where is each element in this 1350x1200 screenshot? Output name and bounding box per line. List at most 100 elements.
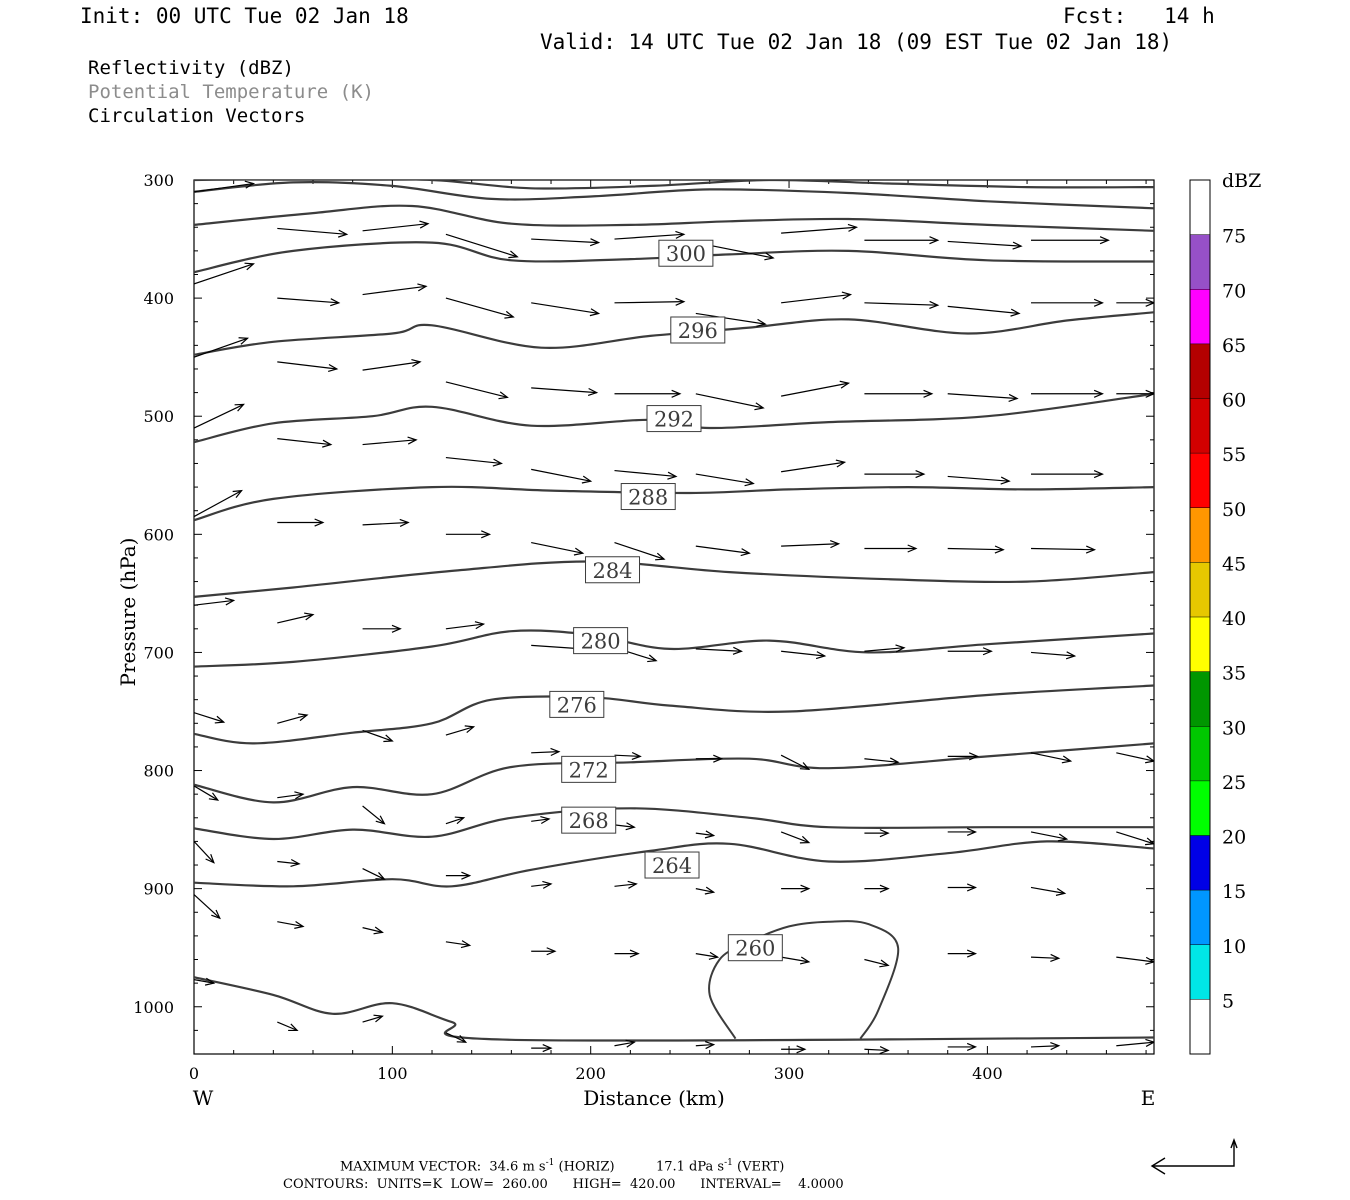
max-vector-vert: (VERT) [737,1159,785,1175]
circulation-vector [277,297,341,307]
circulation-vector [1031,545,1097,554]
theta-contour-288 [194,485,1154,522]
vector-shaft [194,490,242,518]
colorbar-segment [1190,944,1210,1000]
vector-shaft [445,297,514,318]
theta-contour-260-closed [708,920,900,1040]
circulation-vector [781,650,827,660]
circulation-vector [445,871,472,880]
colorbar-tick-label: 65 [1222,335,1246,357]
vector-shaft [277,438,331,446]
vector-shaft [1030,886,1065,894]
y-tick-label: 700 [143,643,174,662]
vector-shaft [1116,956,1154,963]
circulation-vector [781,459,847,473]
vector-shaft [695,312,766,325]
vector-head [244,180,256,189]
vector-head [391,624,402,633]
vector-head [625,822,636,831]
vector-shaft [1030,956,1059,959]
circulation-vector [781,223,859,234]
circulation-vector [614,297,686,306]
contour-label: 268 [561,806,617,834]
circulation-vector [614,389,682,398]
contour-label: 276 [549,690,605,718]
vector-head [994,545,1005,554]
reference-arrow-shaft [1152,1142,1235,1167]
vector-shaft [445,623,484,630]
y-tick-label: 300 [143,171,174,190]
y-tick-label: 800 [143,762,174,781]
x-axis-label: Distance (km) [583,1086,725,1110]
vector-shaft [1030,651,1075,657]
vector-head [744,478,755,487]
circulation-vector [614,822,636,831]
vector-shaft [695,473,754,485]
vector-head [1010,308,1021,317]
vector-head [589,308,601,317]
vector-shaft [445,1032,466,1043]
vector-shaft [194,840,215,864]
vector-shaft [277,1021,298,1031]
vector-shaft [445,817,464,825]
circulation-vector [531,947,557,956]
vector-head [550,747,561,757]
footer-max-vector: MAXIMUM VECTOR: 34.6 m s-1 (HORIZ) 17.1 … [340,1158,784,1174]
vector-head [504,310,515,319]
circulation-vector [864,236,940,245]
vector-shaft [695,888,714,893]
circulation-vector [277,438,333,448]
vector-head [204,977,216,986]
theta-contour-308 [194,181,1154,210]
contour-label-text: 272 [569,758,609,782]
circulation-vector [695,951,720,960]
vector-head [879,1046,890,1054]
colorbar-tick-label: 40 [1222,608,1246,630]
vector-head [411,359,422,368]
colorbar-segment [1190,835,1210,891]
vector-head [754,402,765,411]
circulation-vector [277,518,325,527]
reference-vector-arrow [1150,1138,1238,1175]
circulation-vector [947,883,978,892]
vector-shaft [362,805,385,825]
y-tick-label: 600 [143,525,174,544]
circulation-vector [864,829,890,838]
vector-head [322,439,333,448]
circulation-vector [864,300,940,309]
colorbar-segment [1190,180,1210,235]
circulation-vector [695,312,767,327]
circulation-vector [277,858,301,868]
vector-shaft [445,456,502,465]
contour-label-text: 296 [678,319,718,343]
vector-head [542,880,553,889]
vector-head [417,283,428,292]
theta-contour-280 [194,629,1154,668]
circulation-vector [1031,470,1104,479]
circulation-vector [445,816,466,825]
y-tick-label: 1000 [133,998,174,1017]
circulation-vector [362,283,428,296]
circulation-vector [864,544,918,553]
reference-arrow-head-horiz [1150,1157,1166,1175]
max-vector-label: MAXIMUM VECTOR: 34.6 m s [340,1159,546,1175]
vector-head [1055,887,1067,896]
circulation-vector [614,542,666,561]
vector-head [879,959,890,968]
circulation-vector [1030,1042,1061,1051]
vector-group [194,180,1154,1054]
circulation-vector [614,949,640,958]
vector-head [713,754,724,763]
circulation-vector [531,238,601,247]
circulation-vector [445,381,509,400]
vector-shaft [531,818,550,822]
vector-head [481,530,492,539]
circulation-vector [194,785,220,801]
vector-head [839,380,851,389]
max-vector-vert-value: 17.1 dPa s [655,1159,725,1175]
circulation-vector [695,646,743,655]
circulation-vector [277,1021,299,1032]
circulation-vector [362,436,418,446]
colorbar-segment [1190,562,1210,617]
vector-head [383,734,394,743]
